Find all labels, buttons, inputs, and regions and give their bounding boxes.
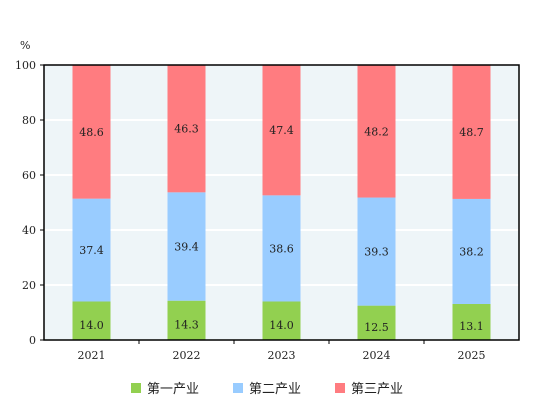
- bar-segment-2022-2: [167, 65, 206, 193]
- data-label: 48.2: [364, 125, 389, 138]
- data-label: 13.1: [459, 320, 484, 333]
- bar-segment-2023-2: [262, 65, 301, 196]
- legend-label-primary: 第一产业: [146, 382, 199, 397]
- y-tick-label: 0: [29, 334, 36, 347]
- bar-segment-2024-0: [357, 305, 396, 340]
- x-axis-ticks: 2021 2022 2023 2024 2025: [78, 340, 486, 362]
- y-tick-label: 60: [22, 169, 36, 182]
- y-unit-label: %: [20, 39, 30, 52]
- legend-swatch-secondary: [232, 382, 243, 393]
- data-label: 48.7: [459, 126, 484, 139]
- legend-item-secondary: 第二产业: [232, 378, 301, 397]
- data-label: 12.5: [364, 321, 389, 334]
- bar-segment-2025-1: [452, 198, 491, 304]
- data-labels: 14.0 37.4 48.6 14.3 39.4 46.3 14.0 38.6 47.4 12.5…: [79, 123, 484, 334]
- bar-segment-2021-1: [72, 198, 111, 302]
- data-label: 47.4: [269, 124, 294, 137]
- bar-segment-2022-1: [167, 192, 206, 301]
- stacked-bar-chart: % 14.0 37.4 48.6 14.3 39.4 46.3 14.0 38.6 47.4 12…: [15, 39, 520, 362]
- x-tick-label: 2021: [78, 349, 106, 362]
- legend-swatch-tertiary: [335, 382, 345, 393]
- data-label: 14.3: [174, 318, 199, 331]
- data-label: 46.3: [174, 123, 199, 136]
- data-label: 14.0: [269, 319, 294, 332]
- y-tick-label: 80: [22, 114, 36, 127]
- legend-label-secondary: 第二产业: [248, 382, 301, 397]
- y-tick-label: 20: [22, 279, 36, 292]
- data-label: 38.2: [459, 245, 484, 258]
- legend-label-tertiary: 第三产业: [351, 382, 404, 397]
- x-tick-label: 2025: [458, 349, 486, 362]
- bar-segment-2021-0: [72, 301, 111, 340]
- data-label: 39.3: [364, 246, 389, 259]
- plot-frame: [43, 64, 520, 341]
- x-tick-label: 2024: [363, 349, 391, 362]
- legend-item-primary: 第一产业: [130, 378, 199, 397]
- bar-segment-2022-0: [167, 300, 206, 340]
- bar-segment-2024-1: [357, 197, 396, 306]
- x-tick-label: 2022: [173, 349, 201, 362]
- data-label: 39.4: [174, 241, 199, 254]
- bar-segment-2021-2: [72, 65, 111, 199]
- y-tick-label: 100: [15, 59, 36, 72]
- bar-segment-2023-0: [262, 301, 301, 340]
- data-label: 37.4: [79, 244, 104, 257]
- bar-segment-2025-2: [452, 65, 491, 199]
- x-tick-label: 2023: [268, 349, 296, 362]
- legend: 第一产业 第二产业 第三产业: [0, 378, 534, 397]
- bar-segment-2025-0: [452, 303, 491, 340]
- data-label: 14.0: [79, 319, 104, 332]
- y-tick-label: 40: [22, 224, 36, 237]
- data-label: 48.6: [79, 126, 104, 139]
- bars: [72, 65, 491, 340]
- data-label: 38.6: [269, 242, 294, 255]
- bar-segment-2024-2: [357, 65, 396, 198]
- bar-segment-2023-1: [262, 195, 301, 302]
- legend-swatch-primary: [130, 382, 141, 393]
- legend-item-tertiary: 第三产业: [335, 378, 403, 397]
- y-axis-ticks: 0 20 40 60 80 100: [15, 59, 44, 347]
